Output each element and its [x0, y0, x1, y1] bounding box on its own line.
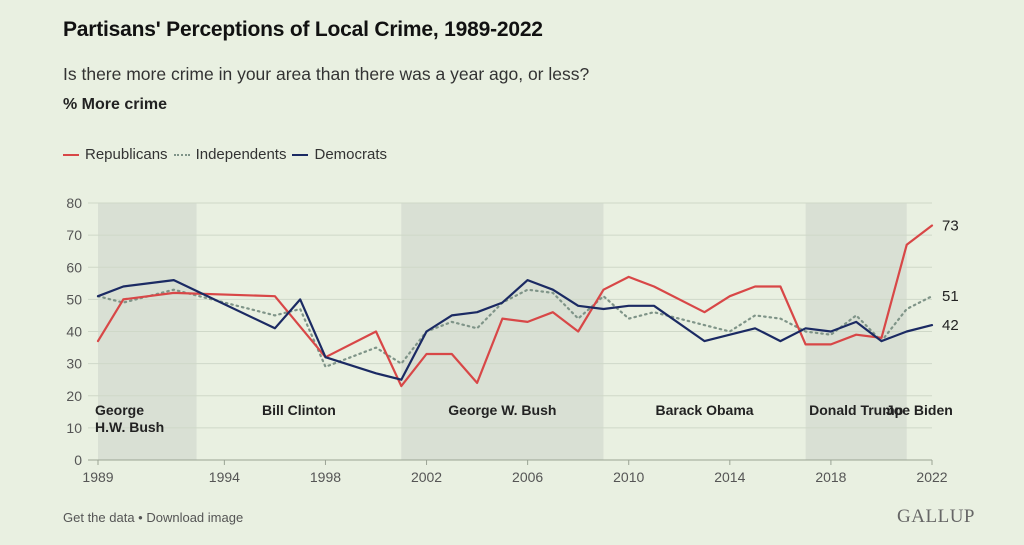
era-label: George W. Bush: [448, 402, 556, 418]
chart-subtitle: Is there more crime in your area than th…: [63, 64, 590, 84]
era-label: Donald Trump: [809, 402, 903, 418]
legend-label-democrats: Democrats: [314, 146, 388, 163]
x-tick-label: 2006: [512, 469, 543, 485]
x-tick-label: 1998: [310, 469, 341, 485]
y-tick-label: 0: [74, 452, 82, 468]
x-tick-label: 1994: [209, 469, 240, 485]
y-tick-label: 30: [66, 356, 82, 372]
end-label-republicans: 73: [942, 217, 959, 234]
footer-separator: •: [134, 510, 147, 525]
legend-item-independents[interactable]: Independents: [173, 146, 287, 163]
era-label-line: George: [95, 402, 144, 418]
gallup-logo: GALLUP: [897, 506, 975, 527]
legend-swatch-independents: [173, 153, 190, 156]
y-axis-ticks: 0 10 20 30 40 50 60 70 80: [66, 195, 82, 468]
end-labels: 73 51 42: [942, 217, 959, 334]
era-label-line: Barack Obama: [656, 402, 754, 418]
legend-swatch-republicans: [63, 153, 79, 156]
gridlines: [88, 202, 932, 461]
legend: Republicans Independents Democrats: [63, 146, 393, 163]
era-label: Bill Clinton: [262, 402, 336, 418]
era-label-line: H.W. Bush: [95, 419, 164, 435]
era-label-line: Joe Biden: [886, 402, 953, 418]
era-labels: George H.W. Bush Bill Clinton George W. Bus…: [95, 402, 953, 435]
x-tick-label: 2022: [916, 469, 947, 485]
series-line-republicans: [96, 224, 934, 388]
y-tick-label: 60: [66, 259, 82, 275]
footer-links: Get the data • Download image: [63, 510, 243, 525]
era-label: George H.W. Bush: [95, 402, 164, 435]
x-tick-label: 2010: [613, 469, 644, 485]
end-label-democrats: 42: [942, 317, 959, 334]
download-image-link[interactable]: Download image: [146, 510, 244, 525]
series-lines: [96, 224, 934, 388]
x-tick-label: 2014: [714, 469, 745, 485]
x-tick-label: 2018: [815, 469, 846, 485]
x-axis-ticks: 1989 1994 1998 2002 2006 2010 2014 2018 2022: [82, 460, 948, 485]
x-tick-label: 2002: [411, 469, 442, 485]
legend-item-republicans[interactable]: Republicans: [63, 146, 168, 163]
end-label-independents: 51: [942, 288, 959, 305]
era-label: Barack Obama: [656, 402, 754, 418]
y-tick-label: 10: [66, 420, 82, 436]
series-line-independents: [96, 288, 934, 368]
legend-item-democrats[interactable]: Democrats: [292, 146, 387, 163]
legend-swatch-democrats: [292, 153, 309, 156]
y-tick-label: 80: [66, 195, 82, 211]
y-tick-label: 40: [66, 324, 82, 340]
y-tick-label: 20: [66, 388, 82, 404]
era-label: Joe Biden: [886, 402, 953, 418]
x-tick-label: 1989: [82, 469, 113, 485]
legend-label-republicans: Republicans: [85, 146, 168, 163]
chart-title: Partisans' Perceptions of Local Crime, 1…: [63, 18, 543, 41]
era-label-line: Bill Clinton: [262, 402, 336, 418]
y-tick-label: 70: [66, 227, 82, 243]
unit-label: % More crime: [63, 96, 168, 113]
era-label-line: George W. Bush: [448, 402, 556, 418]
y-tick-label: 50: [66, 291, 82, 307]
legend-label-independents: Independents: [195, 146, 287, 163]
get-data-link[interactable]: Get the data: [63, 510, 135, 525]
era-label-line: Donald Trump: [809, 402, 903, 418]
series-line-democrats: [96, 279, 934, 381]
